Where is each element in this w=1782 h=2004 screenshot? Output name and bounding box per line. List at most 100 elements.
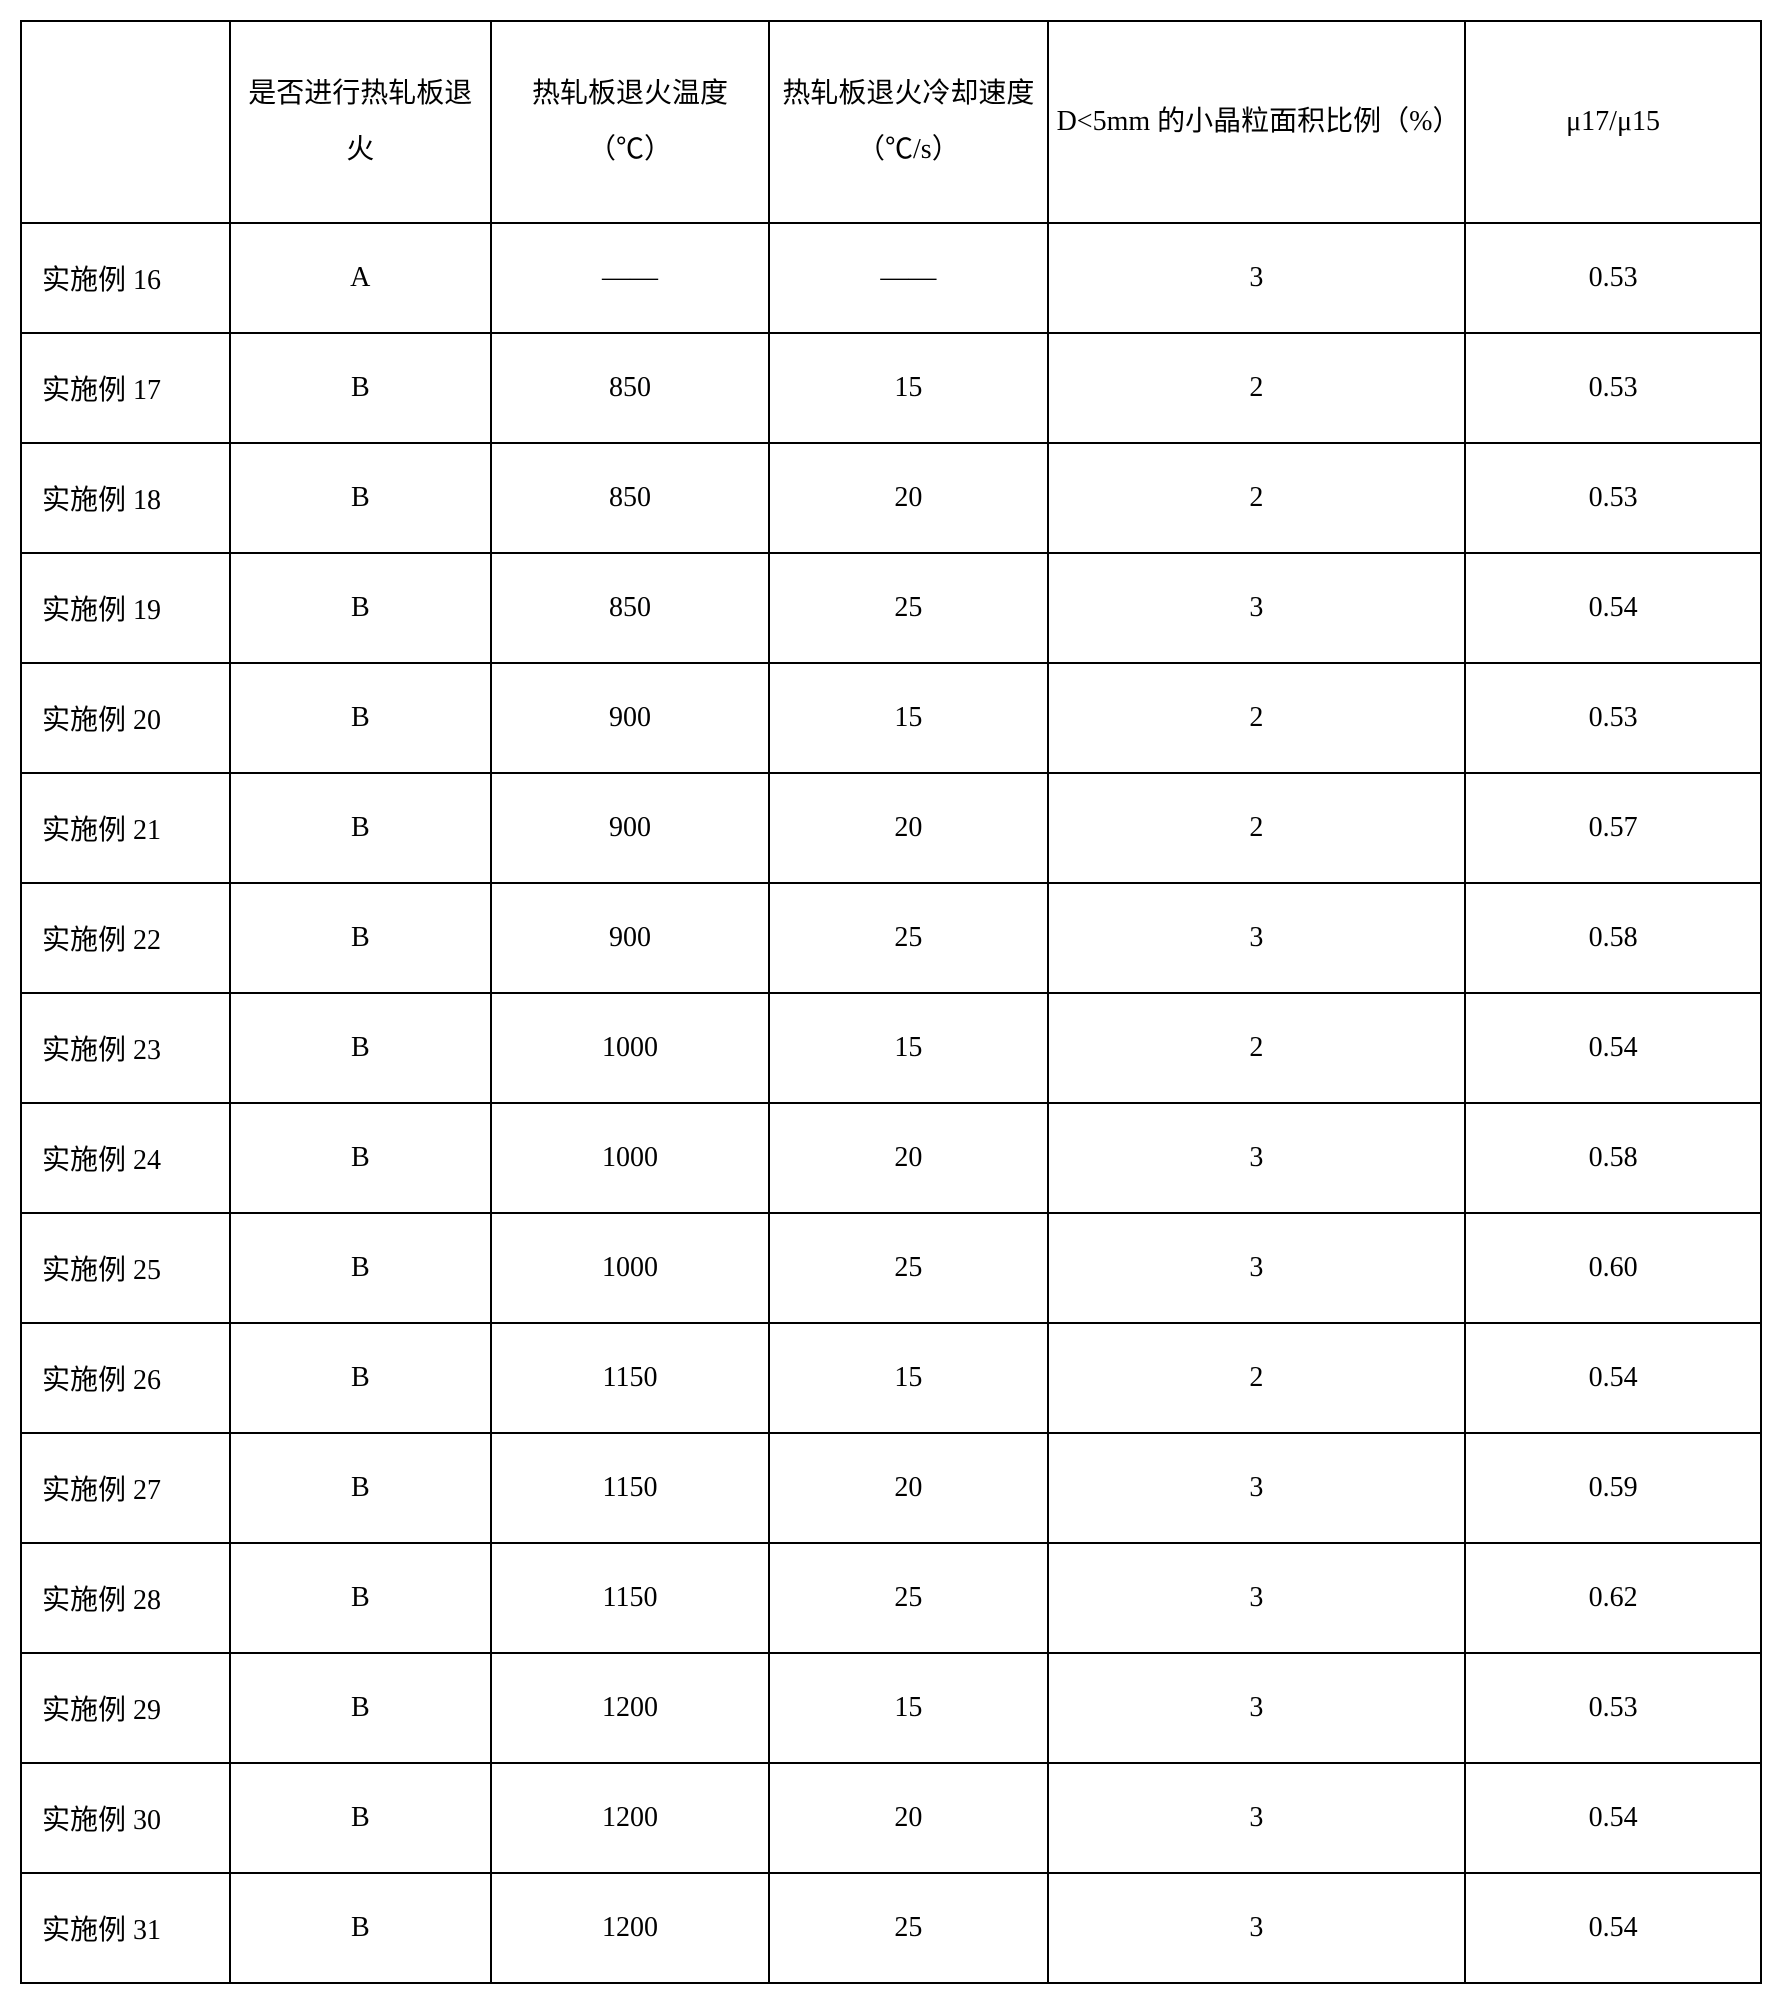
cell-c4: 3 [1048, 553, 1466, 663]
cell-c4: 2 [1048, 993, 1466, 1103]
table-row: 实施例 22 B 900 25 3 0.58 [21, 883, 1761, 993]
cell-c2: —— [491, 223, 769, 333]
table-row: 实施例 31 B 1200 25 3 0.54 [21, 1873, 1761, 1983]
table-row: 实施例 18 B 850 20 2 0.53 [21, 443, 1761, 553]
cell-c3: 25 [769, 883, 1047, 993]
cell-c1: A [230, 223, 491, 333]
header-col2: 热轧板退火温度（℃） [491, 21, 769, 223]
cell-c4: 3 [1048, 1213, 1466, 1323]
table-row: 实施例 23 B 1000 15 2 0.54 [21, 993, 1761, 1103]
table-row: 实施例 30 B 1200 20 3 0.54 [21, 1763, 1761, 1873]
cell-c3: 15 [769, 1323, 1047, 1433]
row-label: 实施例 24 [21, 1103, 230, 1213]
cell-c3: 25 [769, 553, 1047, 663]
cell-c2: 1200 [491, 1763, 769, 1873]
table-row: 实施例 24 B 1000 20 3 0.58 [21, 1103, 1761, 1213]
cell-c5: 0.53 [1465, 443, 1761, 553]
cell-c4: 3 [1048, 1543, 1466, 1653]
cell-c5: 0.58 [1465, 883, 1761, 993]
cell-c1: B [230, 1763, 491, 1873]
table-row: 实施例 29 B 1200 15 3 0.53 [21, 1653, 1761, 1763]
cell-c1: B [230, 1543, 491, 1653]
header-row: 是否进行热轧板退火 热轧板退火温度（℃） 热轧板退火冷却速度（℃/s） D<5m… [21, 21, 1761, 223]
cell-c4: 3 [1048, 1103, 1466, 1213]
cell-c2: 1150 [491, 1433, 769, 1543]
cell-c4: 2 [1048, 1323, 1466, 1433]
table-row: 实施例 20 B 900 15 2 0.53 [21, 663, 1761, 773]
data-table: 是否进行热轧板退火 热轧板退火温度（℃） 热轧板退火冷却速度（℃/s） D<5m… [20, 20, 1762, 1984]
row-label: 实施例 23 [21, 993, 230, 1103]
cell-c3: 15 [769, 663, 1047, 773]
cell-c4: 2 [1048, 773, 1466, 883]
header-col4: D<5mm 的小晶粒面积比例（%） [1048, 21, 1466, 223]
row-label: 实施例 30 [21, 1763, 230, 1873]
cell-c5: 0.54 [1465, 1763, 1761, 1873]
cell-c1: B [230, 993, 491, 1103]
cell-c2: 1000 [491, 1103, 769, 1213]
table-header: 是否进行热轧板退火 热轧板退火温度（℃） 热轧板退火冷却速度（℃/s） D<5m… [21, 21, 1761, 223]
table-row: 实施例 16 A —— —— 3 0.53 [21, 223, 1761, 333]
row-label: 实施例 26 [21, 1323, 230, 1433]
row-label: 实施例 27 [21, 1433, 230, 1543]
cell-c1: B [230, 553, 491, 663]
row-label: 实施例 20 [21, 663, 230, 773]
cell-c3: 15 [769, 993, 1047, 1103]
row-label: 实施例 19 [21, 553, 230, 663]
cell-c3: 25 [769, 1213, 1047, 1323]
cell-c5: 0.62 [1465, 1543, 1761, 1653]
cell-c4: 2 [1048, 443, 1466, 553]
cell-c1: B [230, 883, 491, 993]
table-row: 实施例 19 B 850 25 3 0.54 [21, 553, 1761, 663]
cell-c3: 20 [769, 1103, 1047, 1213]
cell-c3: 20 [769, 443, 1047, 553]
row-label: 实施例 25 [21, 1213, 230, 1323]
row-label: 实施例 28 [21, 1543, 230, 1653]
cell-c3: 15 [769, 1653, 1047, 1763]
row-label: 实施例 29 [21, 1653, 230, 1763]
cell-c2: 1150 [491, 1323, 769, 1433]
cell-c3: 20 [769, 773, 1047, 883]
cell-c4: 3 [1048, 1653, 1466, 1763]
cell-c1: B [230, 663, 491, 773]
cell-c1: B [230, 1873, 491, 1983]
cell-c2: 850 [491, 443, 769, 553]
cell-c2: 1200 [491, 1873, 769, 1983]
table-row: 实施例 21 B 900 20 2 0.57 [21, 773, 1761, 883]
cell-c2: 1000 [491, 1213, 769, 1323]
cell-c1: B [230, 1103, 491, 1213]
cell-c1: B [230, 333, 491, 443]
cell-c2: 900 [491, 883, 769, 993]
cell-c5: 0.53 [1465, 1653, 1761, 1763]
cell-c4: 2 [1048, 663, 1466, 773]
cell-c3: 20 [769, 1763, 1047, 1873]
cell-c1: B [230, 773, 491, 883]
table-row: 实施例 28 B 1150 25 3 0.62 [21, 1543, 1761, 1653]
header-col3: 热轧板退火冷却速度（℃/s） [769, 21, 1047, 223]
row-label: 实施例 18 [21, 443, 230, 553]
cell-c1: B [230, 1433, 491, 1543]
cell-c5: 0.54 [1465, 1323, 1761, 1433]
cell-c5: 0.54 [1465, 553, 1761, 663]
cell-c4: 3 [1048, 223, 1466, 333]
table-body: 实施例 16 A —— —— 3 0.53 实施例 17 B 850 15 2 … [21, 223, 1761, 1983]
cell-c4: 3 [1048, 1433, 1466, 1543]
cell-c4: 3 [1048, 1873, 1466, 1983]
row-label: 实施例 22 [21, 883, 230, 993]
cell-c4: 3 [1048, 883, 1466, 993]
cell-c5: 0.53 [1465, 223, 1761, 333]
cell-c5: 0.53 [1465, 333, 1761, 443]
cell-c3: 15 [769, 333, 1047, 443]
cell-c1: B [230, 1213, 491, 1323]
row-label: 实施例 16 [21, 223, 230, 333]
cell-c3: 25 [769, 1873, 1047, 1983]
header-blank [21, 21, 230, 223]
cell-c2: 900 [491, 773, 769, 883]
row-label: 实施例 21 [21, 773, 230, 883]
table-row: 实施例 17 B 850 15 2 0.53 [21, 333, 1761, 443]
cell-c2: 1000 [491, 993, 769, 1103]
cell-c2: 900 [491, 663, 769, 773]
cell-c5: 0.53 [1465, 663, 1761, 773]
cell-c5: 0.54 [1465, 1873, 1761, 1983]
cell-c2: 1150 [491, 1543, 769, 1653]
cell-c5: 0.54 [1465, 993, 1761, 1103]
